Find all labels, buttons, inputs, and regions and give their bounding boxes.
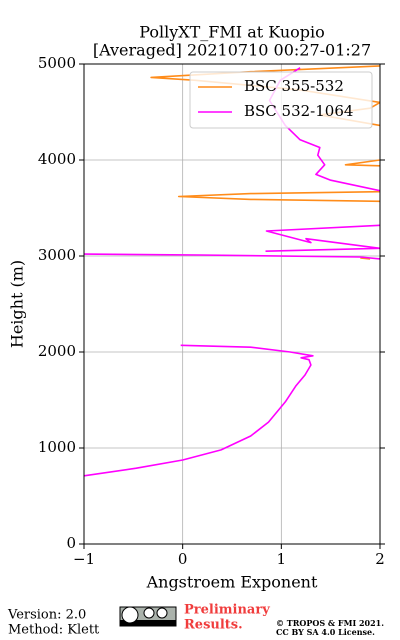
- legend-box: [189, 71, 373, 129]
- legend-label: BSC 355-532: [244, 77, 344, 95]
- preliminary: Results.: [184, 618, 243, 633]
- x-tick-label: 2: [375, 550, 385, 568]
- x-tick-label: 0: [178, 550, 188, 568]
- plot-frame: [83, 63, 381, 545]
- chart-title: PollyXT_FMI at Kuopio: [139, 23, 325, 42]
- y-tick-label: 4000: [38, 150, 76, 168]
- version: Version: 2.0: [7, 608, 86, 623]
- y-tick-label: 2000: [38, 342, 76, 360]
- x-axis-label: Angstroem Exponent: [146, 573, 318, 592]
- cc-logo: [119, 606, 177, 627]
- chart-title: [Averaged] 20210710 00:27-01:27: [93, 41, 371, 60]
- y-tick-label: 5000: [38, 54, 76, 72]
- legend: BSC 355-532 BSC 532-1064: [189, 71, 373, 129]
- y-tick-label: 0: [66, 534, 76, 552]
- legend-label: BSC 532-1064: [244, 102, 353, 120]
- y-tick-label: 3000: [38, 246, 76, 264]
- copyright: CC BY SA 4.0 License.: [276, 627, 375, 637]
- preliminary: Preliminary: [184, 603, 270, 618]
- method: Method: Klett: [8, 623, 100, 638]
- y-tick-label: 1000: [38, 438, 76, 456]
- grid: [83, 63, 381, 545]
- x-tick-label: 1: [277, 550, 287, 568]
- copyright: © TROPOS & FMI 2021.: [276, 618, 384, 628]
- series-line: [84, 67, 380, 477]
- y-axis-label: Height (m): [8, 260, 27, 348]
- x-tick-label: −1: [73, 550, 95, 568]
